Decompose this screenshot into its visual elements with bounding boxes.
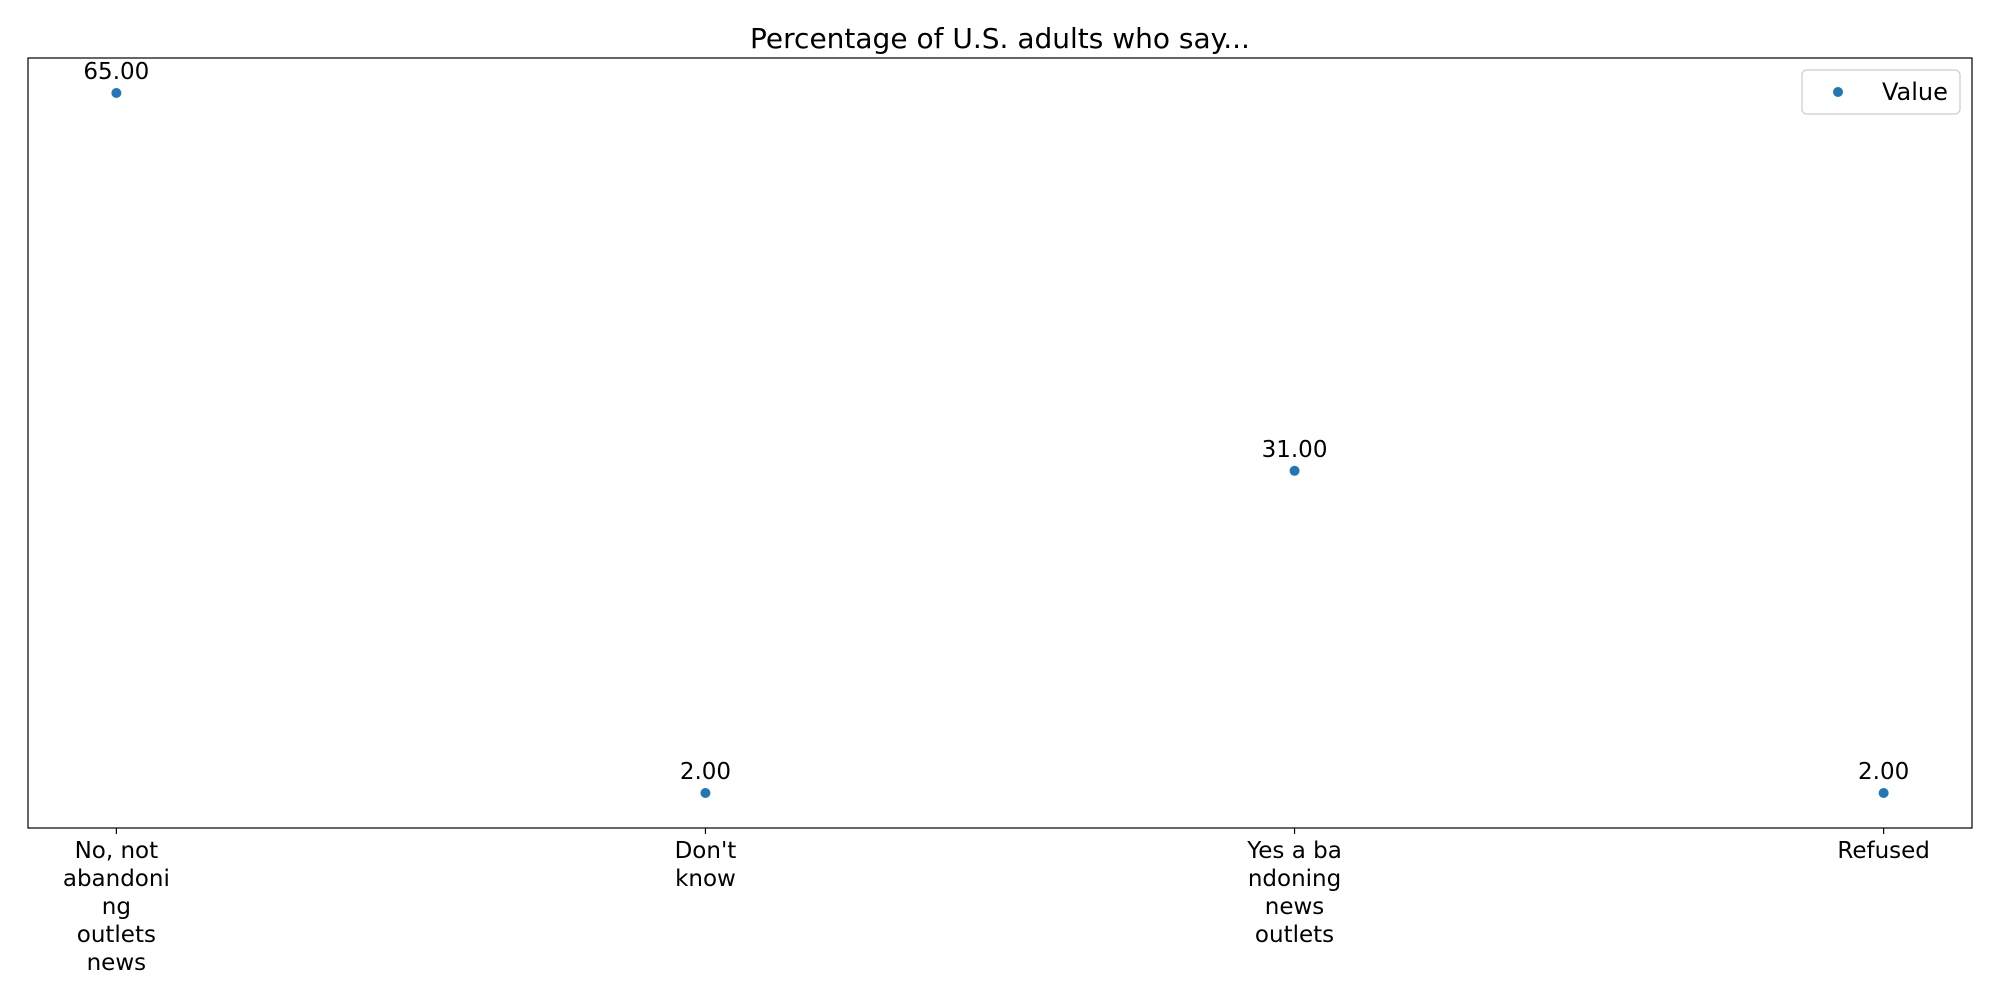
data-point: [1878, 788, 1889, 798]
data-label: 2.00: [1858, 759, 1909, 785]
data-label: 65.00: [83, 59, 149, 85]
x-tick-label: No, not abandoni ng outlets news: [63, 838, 170, 976]
x-tick-label: Yes a ba ndoning news outlets: [1246, 838, 1342, 948]
x-tick-label: Don't know: [675, 838, 737, 892]
x-tick-label-line: ndoning: [1248, 866, 1341, 892]
x-tick-label-line: abandoni: [63, 866, 170, 892]
data-point: [1289, 465, 1300, 476]
legend-marker: [1833, 87, 1843, 97]
x-tick-label-line: know: [675, 866, 736, 892]
legend-label: Value: [1882, 78, 1948, 106]
x-tick-label-line: news: [1265, 894, 1325, 920]
plot-area-frame: [27, 57, 1973, 829]
x-tick-label-line: Don't: [675, 838, 737, 864]
legend: Value: [1801, 69, 1961, 115]
x-tick-label-line: Refused: [1837, 838, 1930, 864]
x-tick-label: Refused: [1837, 838, 1930, 864]
x-tick-label-line: news: [87, 950, 147, 976]
data-label: 31.00: [1262, 437, 1328, 463]
x-tick-label-line: Yes a ba: [1246, 838, 1342, 864]
x-tick-label-line: outlets: [77, 922, 156, 948]
chart-title: Percentage of U.S. adults who say...: [750, 22, 1250, 55]
data-points: [111, 88, 1889, 798]
legend-box: [1801, 69, 1961, 115]
data-label: 2.00: [680, 759, 731, 785]
data-point: [111, 88, 122, 98]
data-labels: 65.00 2.00 31.00 2.00: [83, 59, 1909, 785]
x-tick-label-line: outlets: [1255, 922, 1334, 948]
data-point: [700, 788, 711, 798]
x-tick-label-line: ng: [102, 894, 131, 920]
x-tick-label-line: No, not: [75, 838, 159, 864]
